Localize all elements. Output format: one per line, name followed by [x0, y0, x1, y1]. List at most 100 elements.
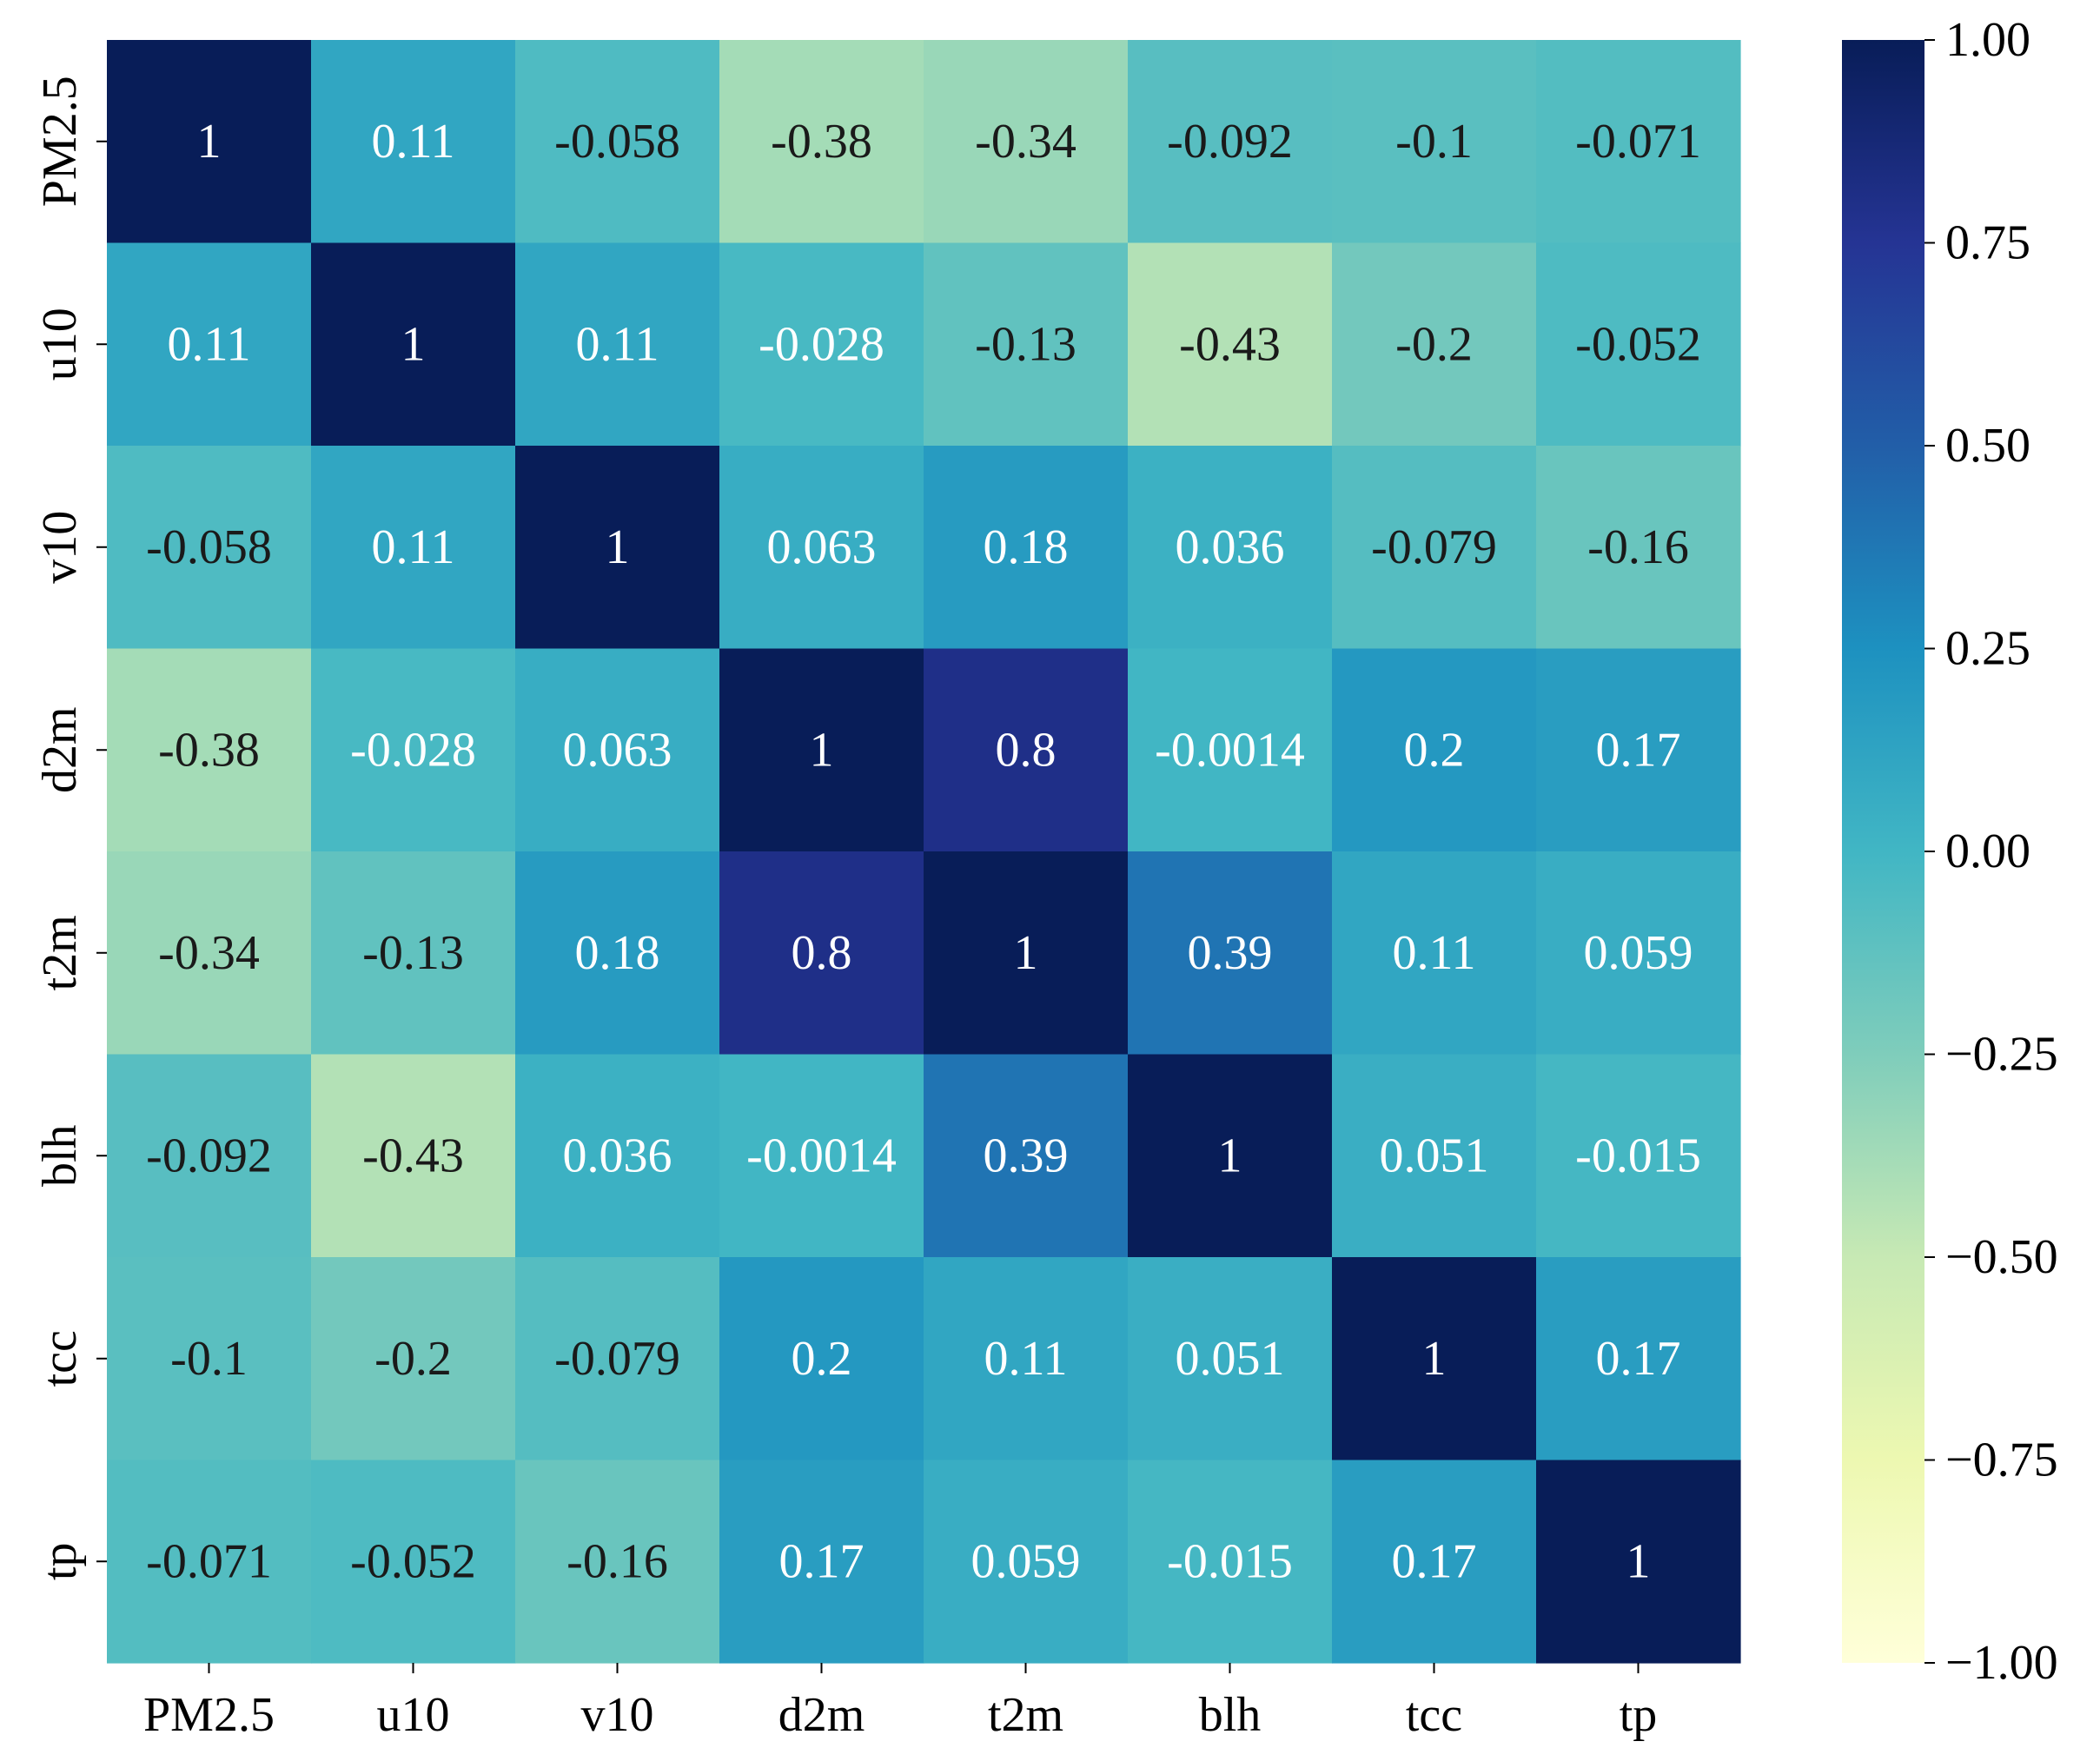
- heatmap-cell-d2m-v10: [515, 648, 720, 852]
- cell-annotation: 0.11: [984, 1332, 1068, 1386]
- heatmap-cell-tcc-u10: [311, 1257, 516, 1461]
- cell-annotation: 0.17: [1392, 1534, 1477, 1588]
- cell-annotation: -0.2: [1395, 317, 1473, 371]
- colorbar-tick-label: 1.00: [1945, 13, 2030, 67]
- y-tick-label: tcc: [33, 1330, 87, 1387]
- heatmap-cell-tcc-blh: [1128, 1257, 1333, 1461]
- heatmap-cell-tcc-tp: [1536, 1257, 1741, 1461]
- cell-annotation: -0.13: [362, 926, 464, 980]
- heatmap-cell-tcc-d2m: [719, 1257, 924, 1461]
- heatmap-cell-blh-d2m: [719, 1054, 924, 1258]
- cell-annotation: -0.38: [771, 115, 872, 169]
- cell-annotation: 0.17: [1596, 723, 1681, 777]
- colorbar: 1.00 0.75 0.50 0.25 0.00 −0.25 −0.50 −0.75 −1.00: [1842, 13, 2058, 1690]
- cell-annotation: 1: [1014, 926, 1038, 980]
- cell-annotation: 0.11: [372, 115, 455, 169]
- cell-annotation: -0.071: [1575, 115, 1701, 169]
- heatmap-cell-u10-blh: [1128, 242, 1333, 447]
- heatmap-cell-t2m-tp: [1536, 851, 1741, 1056]
- x-tick-label: blh: [1199, 1688, 1262, 1742]
- heatmap-cell-tp-u10: [311, 1460, 516, 1664]
- x-tick-label: t2m: [988, 1688, 1063, 1742]
- heatmap-cell-d2m-blh: [1128, 648, 1333, 852]
- heatmap-cell-d2m-tcc: [1332, 648, 1537, 852]
- heatmap-cell-v10-blh: [1128, 446, 1333, 650]
- heatmap-cell-PM2.5-u10: [311, 40, 516, 244]
- heatmap-cell-PM2.5-d2m: [719, 40, 924, 244]
- heatmap-cell-d2m-tp: [1536, 648, 1741, 852]
- heatmap-cell-tp-v10: [515, 1460, 720, 1664]
- heatmap-annotations: 1 0.11 -0.058 -0.38 -0.34 -0.092 -0.1 -0.071 0.1…: [146, 115, 1701, 1589]
- cell-annotation: -0.34: [158, 926, 260, 980]
- colorbar-tick-label: −0.50: [1945, 1230, 2058, 1284]
- colorbar-tick-label: 0.25: [1945, 622, 2030, 676]
- heatmap-cell-d2m-PM2.5: [107, 648, 312, 852]
- heatmap-cell-PM2.5-tcc: [1332, 40, 1537, 244]
- cell-annotation: 0.17: [779, 1534, 865, 1588]
- cell-annotation: -0.092: [146, 1129, 272, 1182]
- heatmap-cell-t2m-u10: [311, 851, 516, 1056]
- y-tick-label: u10: [33, 308, 87, 381]
- heatmap-cell-PM2.5-v10: [515, 40, 720, 244]
- cell-annotation: 0.051: [1380, 1129, 1489, 1182]
- cell-annotation: -0.015: [1575, 1129, 1701, 1182]
- cell-annotation: 0.8: [996, 723, 1057, 777]
- cell-annotation: 1: [1218, 1129, 1242, 1182]
- cell-annotation: -0.058: [146, 520, 272, 574]
- cell-annotation: -0.092: [1167, 115, 1293, 169]
- cell-annotation: -0.1: [170, 1332, 248, 1386]
- cell-annotation: -0.43: [1179, 317, 1281, 371]
- heatmap-cell-t2m-tcc: [1332, 851, 1537, 1056]
- x-tick-label: u10: [377, 1688, 450, 1742]
- cell-annotation: 1: [810, 723, 834, 777]
- cell-annotation: 0.059: [971, 1534, 1081, 1588]
- x-tick-label: tcc: [1406, 1688, 1462, 1742]
- colorbar-tick-label: −0.75: [1945, 1433, 2058, 1487]
- y-tick-label: blh: [33, 1124, 87, 1187]
- cell-annotation: 0.063: [767, 520, 877, 574]
- cell-annotation: -0.015: [1167, 1534, 1293, 1588]
- cell-annotation: -0.1: [1395, 115, 1473, 169]
- cell-annotation: 0.036: [1176, 520, 1285, 574]
- heatmap-cell-tcc-t2m: [924, 1257, 1129, 1461]
- cell-annotation: 0.063: [563, 723, 672, 777]
- heatmap-cell-u10-PM2.5: [107, 242, 312, 447]
- cell-annotation: -0.13: [975, 317, 1076, 371]
- cell-annotation: -0.079: [554, 1332, 680, 1386]
- heatmap-cell-PM2.5-t2m: [924, 40, 1129, 244]
- cell-annotation: 0.2: [1404, 723, 1465, 777]
- cell-annotation: -0.34: [975, 115, 1076, 169]
- heatmap-cell-blh-u10: [311, 1054, 516, 1258]
- cell-annotation: -0.028: [759, 317, 884, 371]
- cell-annotation: 1: [1626, 1534, 1651, 1588]
- cell-annotation: -0.058: [554, 115, 680, 169]
- heatmap-cell-t2m-PM2.5: [107, 851, 312, 1056]
- y-tick-label: t2m: [33, 915, 87, 990]
- x-axis: PM2.5 u10 v10 d2m t2m blh tcc tp: [143, 1663, 1657, 1742]
- heatmap-cell-d2m-t2m: [924, 648, 1129, 852]
- heatmap-cell-PM2.5-tp: [1536, 40, 1741, 244]
- cell-annotation: 0.036: [563, 1129, 672, 1182]
- cell-annotation: 0.18: [575, 926, 660, 980]
- x-tick-label: v10: [581, 1688, 654, 1742]
- cell-annotation: 0.11: [372, 520, 455, 574]
- heatmap-cell-v10-d2m: [719, 446, 924, 650]
- heatmap-cells: [107, 40, 1741, 1664]
- cell-annotation: 0.39: [1188, 926, 1273, 980]
- colorbar-tick-label: −1.00: [1945, 1636, 2058, 1690]
- heatmap-cell-v10-tcc: [1332, 446, 1537, 650]
- colorbar-tick-label: 0.00: [1945, 824, 2030, 878]
- cell-annotation: 0.11: [1393, 926, 1476, 980]
- cell-annotation: 0.18: [984, 520, 1069, 574]
- cell-annotation: 0.39: [984, 1129, 1069, 1182]
- cell-annotation: -0.16: [1587, 520, 1689, 574]
- y-tick-label: d2m: [33, 706, 87, 793]
- heatmap-cell-blh-v10: [515, 1054, 720, 1258]
- cell-annotation: 0.8: [792, 926, 852, 980]
- heatmap-cell-tcc-tcc: [1332, 1257, 1537, 1461]
- cell-annotation: 0.051: [1176, 1332, 1285, 1386]
- heatmap-cell-u10-tcc: [1332, 242, 1537, 447]
- heatmap-cell-t2m-blh: [1128, 851, 1333, 1056]
- heatmap-cell-d2m-u10: [311, 648, 516, 852]
